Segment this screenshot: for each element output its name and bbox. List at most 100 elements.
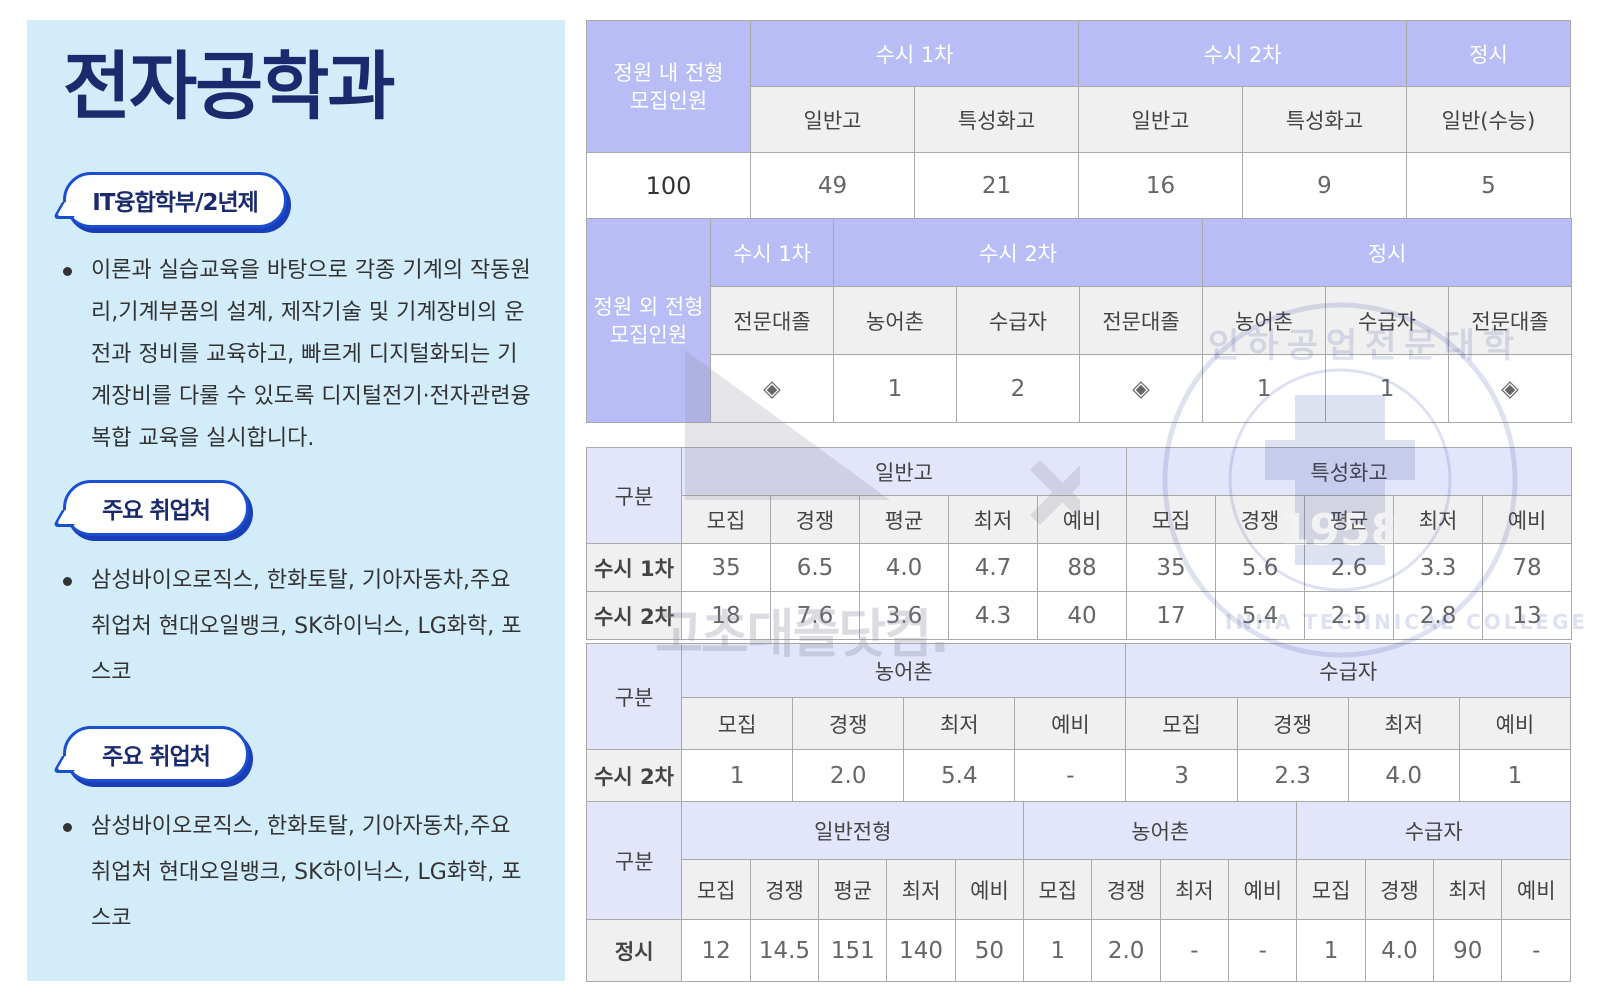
cell: 78 [1482, 543, 1573, 592]
cell: 2.6 [1304, 543, 1395, 592]
cell: 3 [1125, 749, 1238, 802]
sub-header: 일반고 [750, 86, 915, 153]
cell: 90 [1433, 919, 1503, 982]
cell: - [1228, 919, 1298, 982]
cell: 1 [1023, 919, 1093, 982]
table-row: 수시 2차 18 7.6 3.6 4.3 40 17 5.4 2.5 2.8 1… [586, 591, 1573, 640]
quota-value: 1 [1202, 354, 1327, 423]
group-header: 수급자 [1125, 643, 1571, 698]
sub-header: 전문대졸 [710, 286, 834, 355]
sub-header: 최저 [1433, 859, 1503, 920]
cell: 6.5 [770, 543, 860, 592]
sub-header: 모집 [681, 697, 794, 750]
cell: 5.6 [1215, 543, 1306, 592]
cell: 13 [1482, 591, 1573, 640]
group-header: 농어촌 [681, 643, 1127, 698]
cell: 1 [1296, 919, 1366, 982]
cell: 35 [1126, 543, 1217, 592]
quota-value: 5 [1406, 152, 1571, 219]
quota-value: 2 [956, 354, 1080, 423]
gubun-header: 구분 [585, 643, 683, 750]
sub-header: 경쟁 [770, 495, 860, 544]
cell: - [1159, 919, 1230, 982]
employment-tag: 주요 취업처 [63, 480, 249, 536]
group-header: 특성화고 [1126, 447, 1573, 496]
sub-header: 경쟁 [1236, 697, 1349, 750]
gubun-header: 구분 [585, 801, 683, 920]
cell: 4.3 [948, 591, 1038, 640]
header-jeongsi: 정시 [1202, 218, 1573, 287]
cell: 4.0 [859, 543, 949, 592]
extra-quota-table: 정원 외 전형 모집인원 수시 1차 수시 2차 정시 전문대졸 농어촌 수급자… [586, 218, 1573, 423]
row-label: 수시 2차 [585, 749, 683, 802]
cell: 3.6 [859, 591, 949, 640]
header-susi-1: 수시 1차 [750, 20, 1079, 87]
header-jeongsi: 정시 [1406, 20, 1571, 87]
cell: 4.7 [948, 543, 1038, 592]
table-row: 수시 2차 1 2.0 5.4 - 3 2.3 4.0 1 [585, 749, 1572, 802]
sub-header: 평균 [818, 859, 888, 920]
cell: 1 [1458, 749, 1572, 802]
cell: 17 [1126, 591, 1217, 640]
sub-header: 평균 [859, 495, 949, 544]
employment-list: 삼성바이오로직스, 한화토탈, 기아자동차,주요 취업처 현대오일뱅크, SK하… [63, 558, 533, 696]
bullet-dot-icon [63, 577, 72, 586]
group-header: 일반고 [680, 447, 1128, 496]
sub-header: 일반고 [1078, 86, 1243, 153]
group-header: 수급자 [1296, 801, 1571, 860]
sub-header: 경쟁 [1364, 859, 1435, 920]
cell: 140 [886, 919, 956, 982]
bullet-dot-icon [63, 823, 72, 832]
sub-header: 모집 [681, 495, 771, 544]
sub-header: 최저 [903, 697, 1016, 750]
sub-header: 일반(수능) [1406, 86, 1571, 153]
cell: 18 [681, 591, 771, 640]
sub-header: 예비 [1482, 495, 1573, 544]
sub-header: 최저 [1347, 697, 1460, 750]
sub-header: 모집 [1125, 697, 1238, 750]
header-susi-1: 수시 1차 [710, 218, 834, 287]
cell: 4.0 [1364, 919, 1435, 982]
cell: 4.0 [1347, 749, 1460, 802]
department-title: 전자공학과 [63, 44, 395, 130]
sub-header: 예비 [1501, 859, 1571, 920]
sub-header: 예비 [1458, 697, 1572, 750]
sub-header: 예비 [1036, 495, 1128, 544]
header-susi-2: 수시 2차 [832, 218, 1204, 287]
sub-header: 전문대졸 [1078, 286, 1204, 355]
row-label: 수시 2차 [586, 591, 682, 640]
row-label: 정시 [585, 919, 683, 982]
cell: 2.5 [1304, 591, 1395, 640]
bullet-dot-icon [63, 267, 72, 276]
quota-value: ◈ [1078, 354, 1204, 423]
cell: 50 [954, 919, 1025, 982]
group-header: 일반전형 [681, 801, 1025, 860]
sub-header: 최저 [1159, 859, 1230, 920]
extra-quota-label: 정원 외 전형 모집인원 [586, 218, 711, 423]
department-info-panel: 전자공학과 IT융합학부/2년제 이론과 실습교육을 바탕으로 각종 기계의 작… [27, 20, 565, 981]
sub-header: 전문대졸 [1448, 286, 1573, 355]
sub-header: 수급자 [956, 286, 1080, 355]
cell: - [1501, 919, 1571, 982]
quota-value: 1 [1325, 354, 1450, 423]
quota-value: ◈ [1448, 354, 1573, 423]
sub-header: 예비 [1014, 697, 1127, 750]
sub-header: 모집 [681, 859, 751, 920]
sub-header: 모집 [1126, 495, 1217, 544]
cell: 5.4 [1215, 591, 1306, 640]
division-tag: IT융합학부/2년제 [63, 172, 287, 228]
cell: 2.8 [1393, 591, 1484, 640]
cell: - [1014, 749, 1127, 802]
cell: 88 [1036, 543, 1128, 592]
sub-header: 경쟁 [749, 859, 820, 920]
employment-tag: 주요 취업처 [63, 726, 249, 782]
cell: 7.6 [770, 591, 860, 640]
sub-header: 평균 [1304, 495, 1395, 544]
sub-header: 농어촌 [1202, 286, 1327, 355]
sub-header: 특성화고 [914, 86, 1079, 153]
table-row: 수시 1차 35 6.5 4.0 4.7 88 35 5.6 2.6 3.3 7… [586, 543, 1573, 592]
regular-quota-label: 정원 내 전형 모집인원 [586, 20, 751, 153]
sub-header: 농어촌 [833, 286, 957, 355]
sub-header: 예비 [1228, 859, 1298, 920]
cell: 2.0 [1091, 919, 1161, 982]
